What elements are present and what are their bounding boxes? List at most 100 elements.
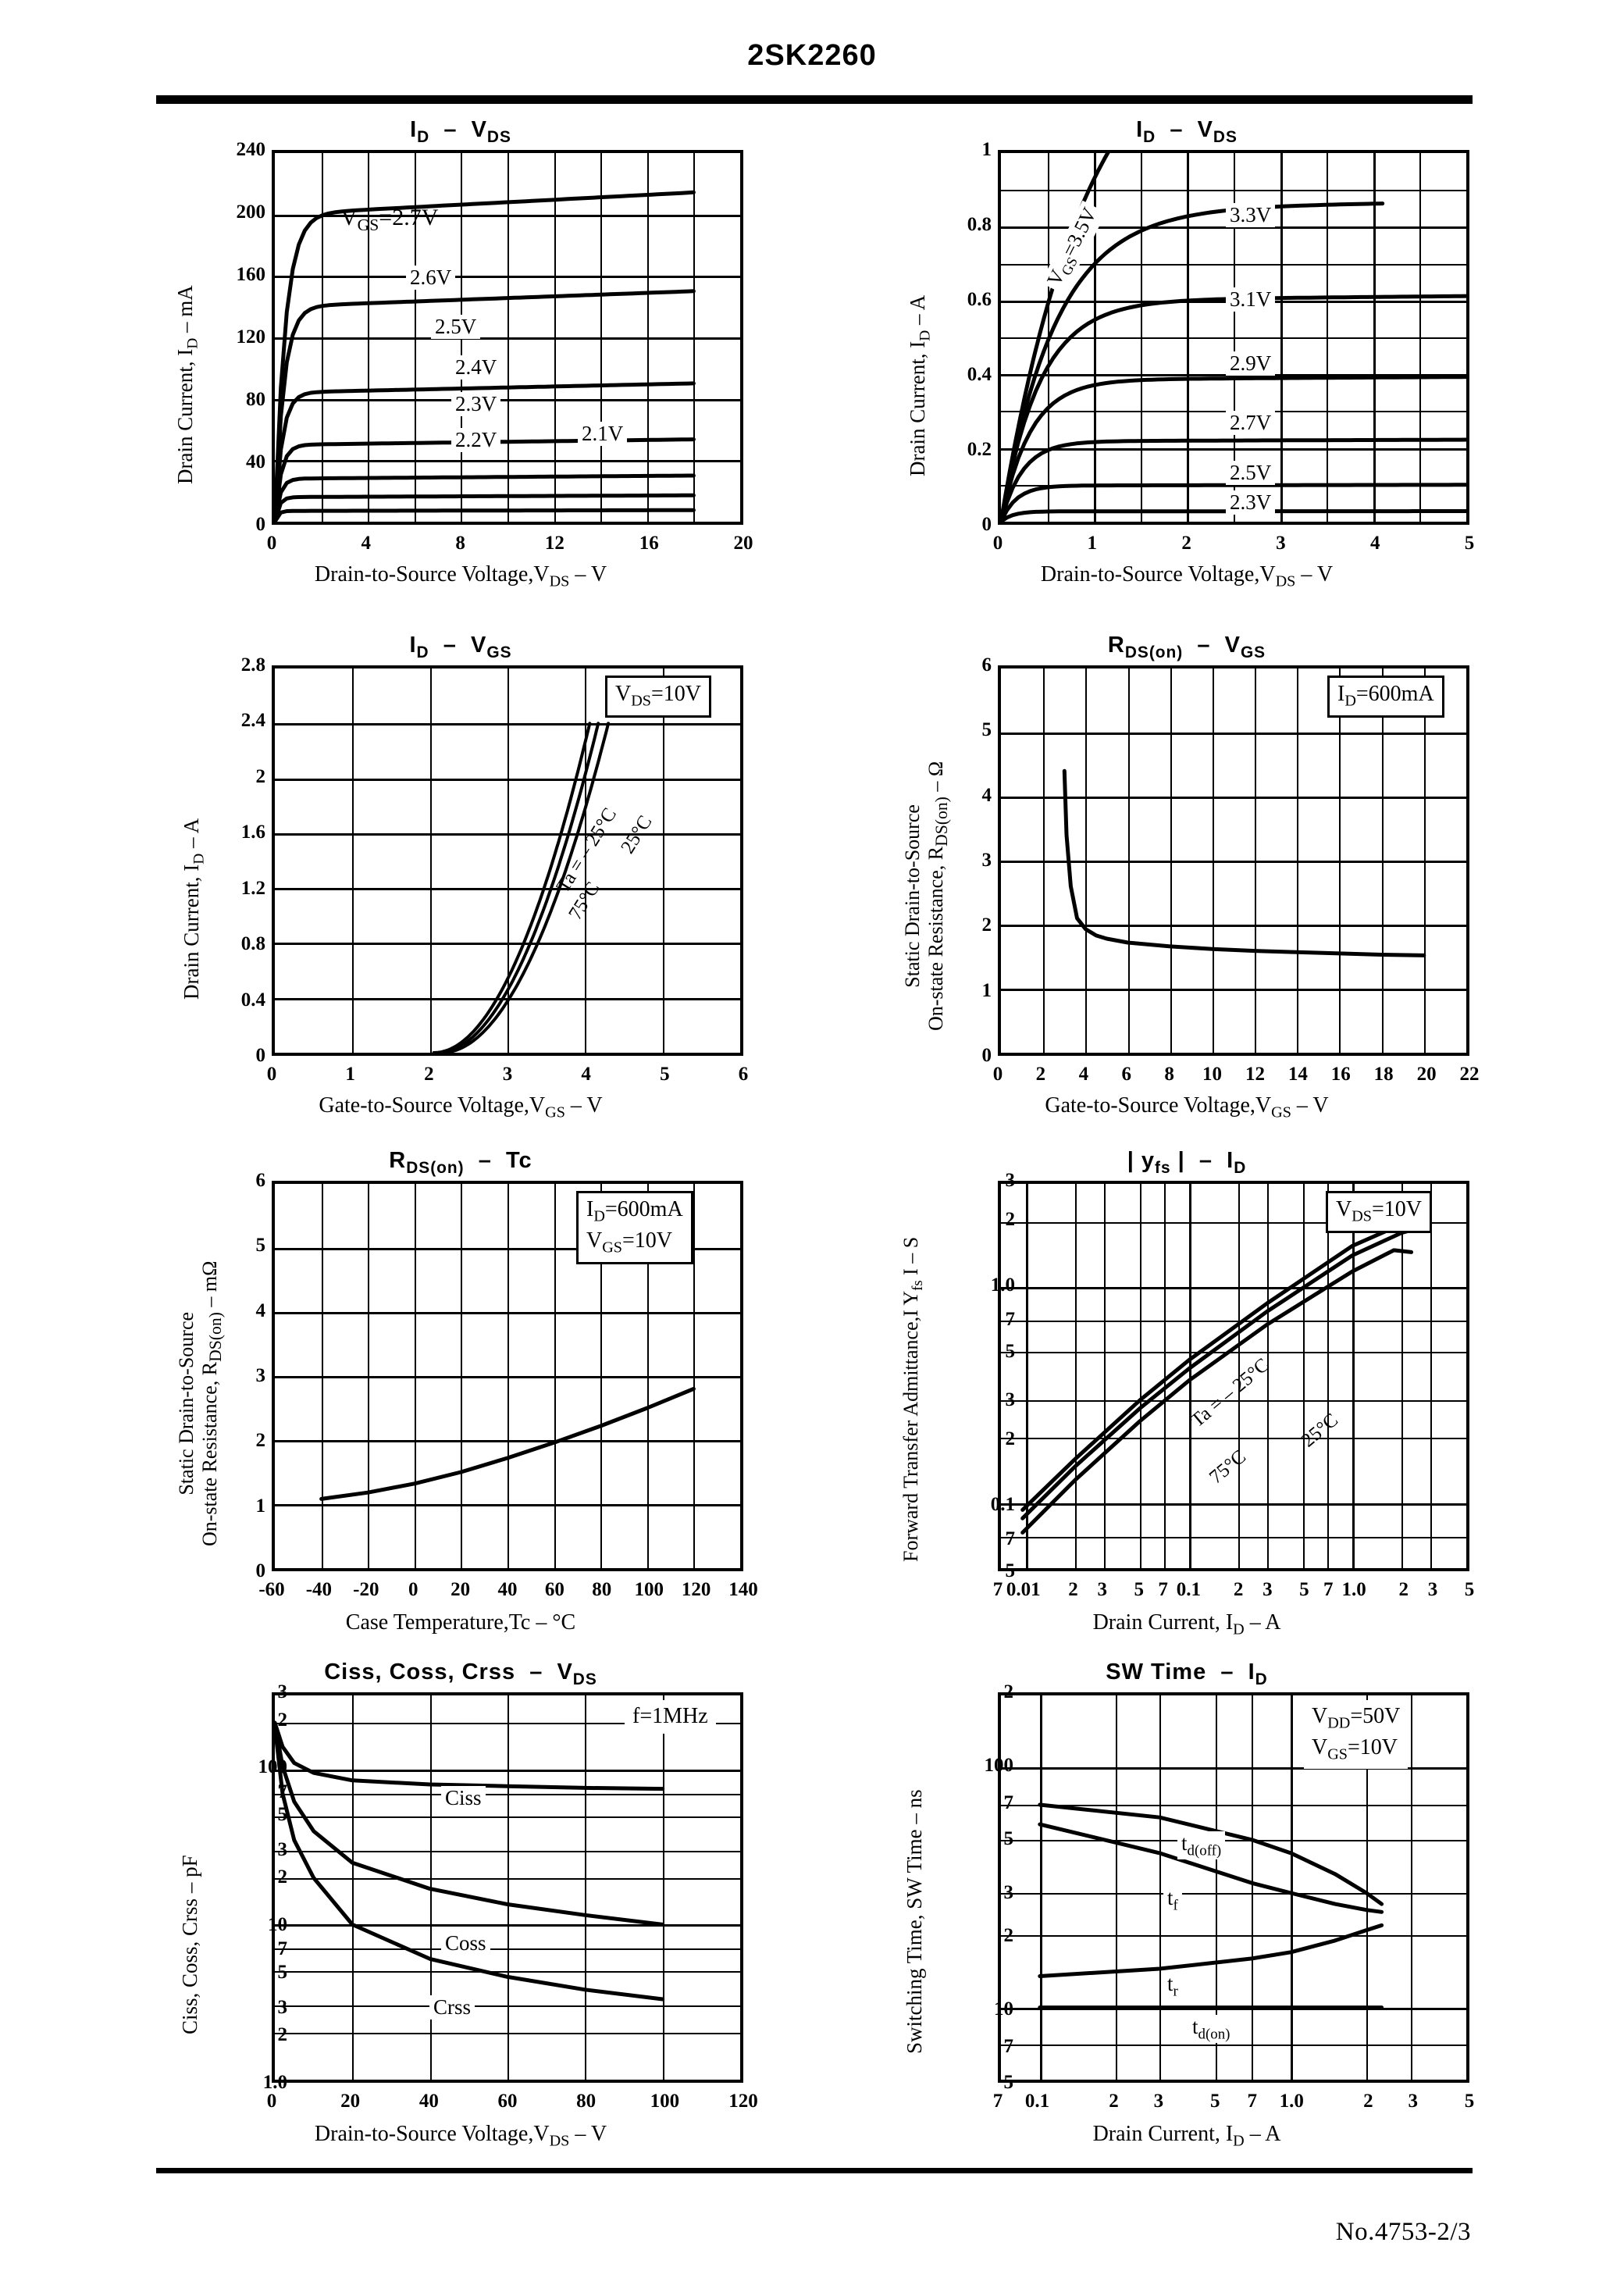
condition-vds: VDS=10V [605, 676, 712, 718]
y-axis-tick: 0 [255, 1560, 266, 1581]
y-axis-tick: 2 [277, 2024, 288, 2046]
x-axis-tick: 3 [1427, 1579, 1438, 1600]
gridline [275, 1850, 740, 1852]
x-axis-tick: 0 [408, 1579, 418, 1600]
curve-layer [1062, 768, 1426, 957]
curve-label-tr: tr [1163, 1972, 1182, 2001]
gridline [1001, 1503, 1466, 1506]
data-curve [275, 289, 696, 522]
gridline [275, 214, 740, 217]
gridline [275, 1971, 740, 1973]
data-curve [432, 722, 592, 1053]
x-axis-tick: 100 [650, 2091, 680, 2112]
x-axis-label: Gate-to-Source Voltage,VGS – V [1045, 1093, 1329, 1121]
y-axis-tick: 5 [1005, 1560, 1016, 1581]
gridline [1001, 263, 1466, 266]
y-axis-tick: 120 [236, 326, 266, 348]
gridline [1001, 2044, 1466, 2047]
gridline [275, 1248, 740, 1250]
x-axis-tick: 3 [1408, 2091, 1418, 2112]
chart-sw-time-id: SW Time – ID Switching Time, SW Time – n… [882, 1659, 1491, 2159]
y-axis-tick: 5 [981, 719, 992, 741]
y-axis-tick: 100 [258, 1756, 288, 1778]
data-curve [1062, 768, 1426, 957]
x-axis-tick: 4 [1369, 533, 1380, 554]
condition-id: ID=600mA [1327, 676, 1444, 718]
x-axis-tick: 10 [1202, 1064, 1223, 1085]
gridline [275, 1816, 740, 1818]
curve-label-crss: Crss [429, 1995, 475, 2020]
x-axis-tick: 0.01 [1006, 1579, 1041, 1600]
y-axis-tick: 7 [1005, 1528, 1016, 1549]
x-axis-tick: 4 [361, 533, 372, 554]
x-axis-tick: 16 [639, 533, 659, 554]
gridline [1163, 1184, 1166, 1568]
x-axis-tick: 2 [1035, 1064, 1046, 1085]
y-axis-tick: 5 [1005, 1340, 1016, 1362]
x-axis-tick: 120 [681, 1579, 711, 1600]
gridline [275, 778, 740, 781]
y-axis-tick: 5 [1003, 2072, 1014, 2093]
x-axis-label: Drain-to-Source Voltage,VDS – V [1040, 562, 1334, 590]
gridline [1303, 1184, 1305, 1568]
x-axis-tick: 5 [1209, 2091, 1220, 2112]
y-axis-tick: 1 [981, 139, 992, 160]
gridline [1001, 797, 1466, 799]
x-axis-tick: 0 [266, 1064, 277, 1085]
data-curve [275, 508, 696, 522]
y-axis-tick: 0.1 [990, 1494, 1015, 1516]
x-axis-tick: 7 [1323, 1579, 1334, 1600]
x-axis-tick: 4 [1078, 1064, 1089, 1085]
y-axis-tick: 7 [1003, 2036, 1014, 2058]
gridline [1026, 1184, 1029, 1568]
x-axis-tick: 3 [502, 1064, 513, 1085]
data-curve [275, 1720, 665, 1927]
curve-label-tf: tf [1163, 1886, 1182, 1915]
plot-area [998, 665, 1469, 1056]
gridline [1075, 1184, 1077, 1568]
y-axis-tick: 2 [1003, 1681, 1014, 1702]
gridline [1001, 1221, 1466, 1224]
gridline [1001, 1839, 1466, 1841]
gridline [429, 668, 432, 1053]
curve-layer [432, 722, 611, 1053]
x-axis-tick: 7 [992, 2091, 1003, 2112]
x-axis-tick: 16 [1330, 1064, 1351, 1085]
gridline [275, 832, 740, 836]
x-axis-tick: 20 [451, 1579, 471, 1600]
gridline [1001, 861, 1466, 863]
gridline [1001, 733, 1466, 735]
y-axis-label: Forward Transfer Admittance,I Yfs I – S [899, 1236, 927, 1562]
y-axis-tick: 2 [1005, 1208, 1016, 1230]
y-axis-tick: 200 [236, 201, 266, 223]
gridline [1001, 1438, 1466, 1440]
gridline [275, 1793, 740, 1795]
chart-title: ID – VDS [410, 117, 511, 146]
y-axis-tick: 2 [277, 1709, 288, 1731]
gridline [1352, 1184, 1355, 1568]
gridline [1001, 925, 1466, 927]
chart-title: RDS(on) – VGS [1107, 633, 1266, 661]
gridline [1001, 447, 1466, 451]
y-axis-tick: 3 [981, 850, 992, 871]
gridline [1252, 1695, 1254, 2080]
y-axis-tick: 5 [277, 1961, 288, 1983]
x-axis-tick: 5 [1299, 1579, 1309, 1600]
x-axis-tick: 0 [266, 533, 277, 554]
gridline [1001, 1935, 1466, 1938]
y-axis-tick: 3 [1003, 1882, 1014, 1904]
x-axis-tick: 4 [581, 1064, 591, 1085]
x-axis-tick: 40 [418, 2091, 439, 2112]
y-axis-tick: 1.2 [240, 877, 265, 899]
gridline [275, 460, 740, 463]
x-axis-tick: 12 [544, 533, 564, 554]
x-axis-tick: 0 [992, 533, 1003, 554]
y-axis-tick: 40 [246, 451, 265, 472]
x-axis-label: Drain-to-Source Voltage,VDS – V [314, 2122, 607, 2150]
gridline [1039, 1695, 1042, 2080]
y-axis-tick: 3 [1005, 1170, 1016, 1191]
x-axis-tick: 80 [592, 1579, 612, 1600]
x-axis-tick: 2 [1181, 533, 1191, 554]
condition-id: ID=600mA [586, 1197, 683, 1225]
y-axis-tick: 5 [277, 1804, 288, 1826]
